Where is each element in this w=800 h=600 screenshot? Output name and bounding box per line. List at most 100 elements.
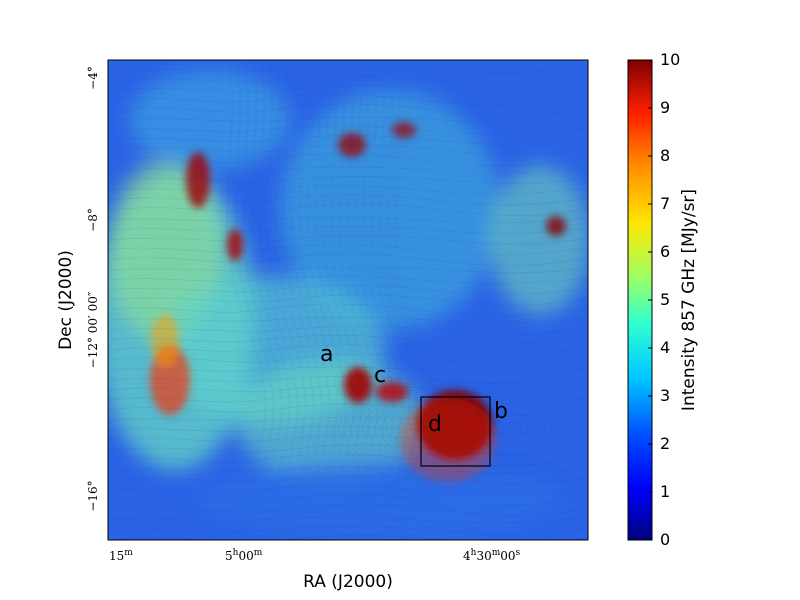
streamline-vertical-21: [395, 60, 434, 540]
streamline-vertical-17: [363, 60, 402, 540]
streamline-horizontal-3: [108, 94, 588, 106]
y-tick-1: −4°: [86, 66, 100, 90]
streamline-vertical-10: [307, 60, 346, 540]
streamline-horizontal-8: [108, 144, 588, 156]
streamline-loop-5: [404, 411, 486, 449]
streamline-horizontal-17: [108, 235, 588, 245]
streamline-horizontal-38: [108, 444, 588, 456]
colorbar-tick-label-9: 9: [660, 98, 670, 117]
filament-upper-left-small: [227, 229, 243, 261]
x-tick-2-main-2: 00: [238, 549, 253, 563]
streamline-horizontal-12: [108, 185, 588, 195]
colorbar-tick-label-1: 1: [660, 482, 670, 501]
streamline-loop-13: [356, 390, 534, 470]
y-tick-4: −16°: [86, 480, 100, 511]
streamline-loop-12: [362, 392, 528, 468]
x-tick-3: 4h30m00s: [463, 548, 521, 563]
streamline-horizontal-10: [108, 166, 588, 174]
streamline-horizontal-14: [108, 203, 588, 217]
streamline-loop-1: [428, 422, 462, 438]
streamline-horizontal-11: [108, 175, 588, 184]
x-tick-3-sup-2: m: [492, 548, 501, 558]
colorbar-tick-label-10: 10: [660, 50, 680, 69]
streamline-horizontal-34: [108, 403, 588, 417]
streamline-horizontal-37: [108, 435, 588, 445]
x-tick-3-sup-3: s: [516, 548, 521, 558]
x-tick-2-main-1: 5: [225, 549, 233, 563]
colorbar-tick-label-7: 7: [660, 194, 670, 213]
x-tick-3-main-1: 4: [463, 549, 471, 563]
streamline-vertical-16: [355, 60, 394, 540]
map-content: [108, 70, 588, 540]
colorbar-tick-label-4: 4: [660, 338, 670, 357]
streamline-vertical-9: [299, 60, 338, 540]
x-tick-2-sup-2: m: [254, 548, 263, 558]
streamline-horizontal-13: [108, 194, 588, 206]
streamline-horizontal-33: [108, 394, 588, 406]
streamline-loop-17: [332, 379, 558, 481]
streamline-horizontal-0: [108, 66, 588, 74]
annotation-b: b: [494, 399, 508, 424]
streamline-horizontal-27: [108, 335, 588, 345]
streamline-horizontal-35: [108, 416, 588, 424]
streamline-horizontal-28: [108, 344, 588, 356]
streamline-vertical-4: [259, 60, 298, 540]
streamline-horizontal-44: [108, 503, 588, 517]
streamline-loop-8: [386, 403, 504, 457]
streamline-vertical-14: [339, 60, 378, 540]
streamline-vertical-3: [251, 60, 290, 540]
region-box-b-d: [420, 396, 491, 467]
streamline-vertical-8: [291, 60, 330, 540]
streamline-horizontal-30: [108, 366, 588, 374]
x-tick-1-sup: m: [124, 548, 133, 558]
streamline-vertical-6: [275, 60, 314, 540]
streamline-horizontal-25: [108, 316, 588, 324]
streamline-vertical-7: [283, 60, 322, 540]
x-axis-label: RA (J2000): [303, 572, 393, 592]
streamline-loop-0: [434, 425, 456, 435]
streamline-horizontal-4: [108, 103, 588, 117]
streamline-horizontal-7: [108, 135, 588, 145]
diffuse-emission-right: [490, 165, 588, 315]
streamline-horizontal-26: [108, 325, 588, 334]
filament-upper-left: [186, 152, 210, 208]
annotation-d: d: [428, 412, 442, 437]
streamline-horizontal-21: [108, 275, 588, 284]
x-tick-1-main: 15: [109, 549, 124, 563]
colorbar-tick-label-8: 8: [660, 146, 670, 165]
streamline-vertical-13: [331, 60, 370, 540]
colorbar-tick-label-0: 0: [660, 530, 670, 549]
streamline-horizontal-24: [108, 303, 588, 317]
y-axis: Dec (J2000) −4° −8° −12° 00′ 00″ −16°: [56, 66, 100, 512]
streamline-horizontal-15: [108, 216, 588, 224]
filament-c-right: [376, 382, 408, 402]
y-tick-2: −8°: [86, 208, 100, 232]
colorbar: 0 1 2 3 4 5 6 7 8 9 10 Intensity 857 GHz [MJy/sr]: [627, 50, 699, 549]
x-tick-1: 15m: [109, 548, 133, 563]
streamline-vertical-0: [227, 60, 266, 540]
x-tick-2-sup-1: h: [233, 548, 239, 558]
streamline-loop-6: [398, 409, 492, 451]
streamline-horizontal-42: [108, 485, 588, 495]
streamline-horizontal-1: [108, 75, 588, 84]
colorbar-tick-label-5: 5: [660, 290, 670, 309]
streamline-horizontal-22: [108, 285, 588, 295]
intensity-map: [108, 60, 588, 540]
streamline-loop-15: [344, 384, 546, 476]
x-tick-3-sup-1: h: [471, 548, 477, 558]
filament-left-orange: [151, 314, 179, 366]
streamline-horizontal-9: [108, 153, 588, 167]
streamline-loop-2: [422, 419, 468, 441]
streamline-vertical-20: [387, 60, 426, 540]
colorbar-ticks: 0 1 2 3 4 5 6 7 8 9 10: [648, 50, 680, 549]
x-axis: RA (J2000) 15m 5h00m 4h30m00s: [109, 548, 521, 592]
filament-d-halo: [400, 398, 496, 482]
filament-top-right: [392, 122, 416, 138]
x-tick-3-main-2: 30: [476, 549, 491, 563]
streamline-horizontal-19: [108, 253, 588, 267]
streamline-horizontal-46: [108, 525, 588, 534]
y-axis-label: Dec (J2000): [56, 250, 76, 350]
streamline-vertical-18: [371, 60, 410, 540]
annotation-c: c: [374, 363, 386, 388]
x-tick-2: 5h00m: [225, 548, 263, 563]
